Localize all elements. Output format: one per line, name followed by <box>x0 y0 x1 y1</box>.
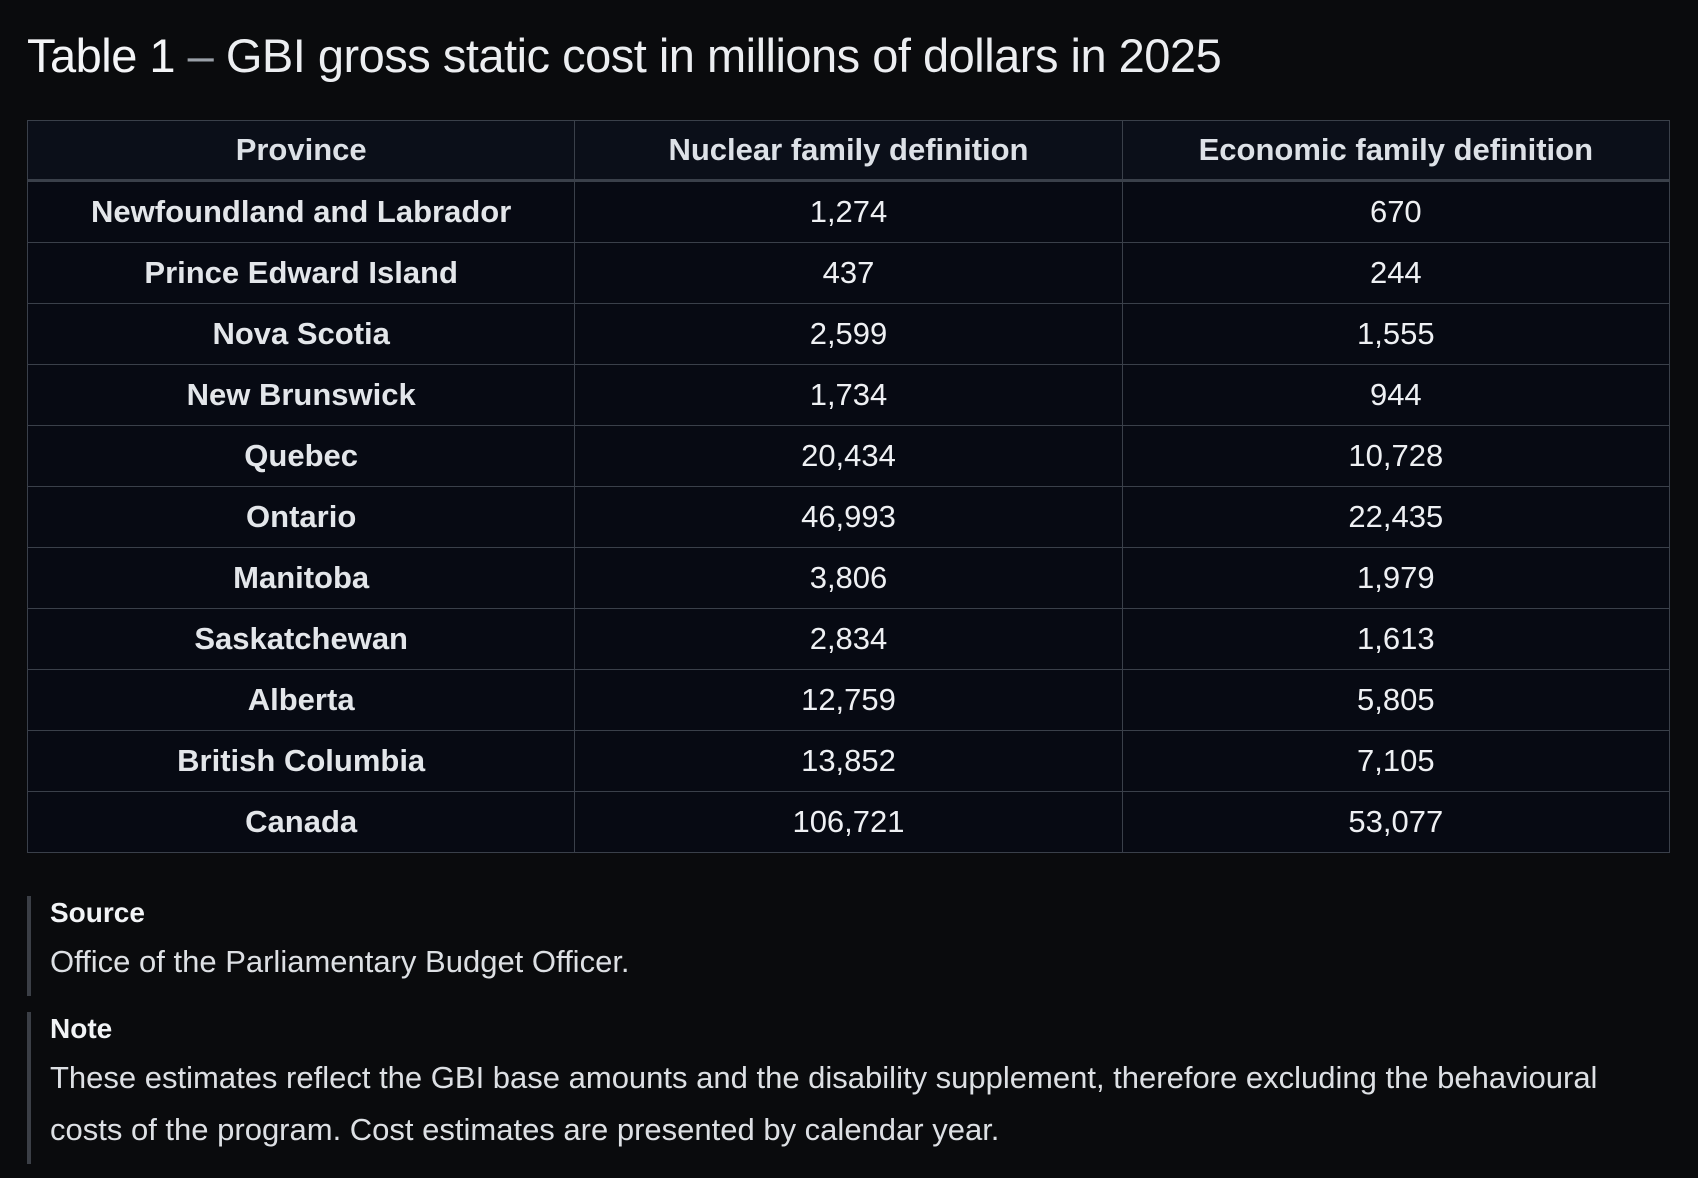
table-row: British Columbia 13,852 7,105 <box>26 730 1671 792</box>
note-text: These estimates reflect the GBI base amo… <box>50 1060 1598 1147</box>
table-caption: GBI gross static cost in millions of dol… <box>225 29 1222 82</box>
table-row: Ontario 46,993 22,435 <box>26 486 1671 548</box>
table-row: New Brunswick 1,734 944 <box>26 364 1671 426</box>
column-header-economic: Economic family definition <box>1121 120 1671 182</box>
nuclear-cell: 2,834 <box>574 608 1123 670</box>
economic-cell: 670 <box>1121 180 1671 243</box>
economic-cell: 10,728 <box>1121 425 1671 487</box>
table-row: Quebec 20,434 10,728 <box>26 425 1671 487</box>
economic-cell: 244 <box>1121 242 1671 304</box>
economic-cell: 1,979 <box>1121 547 1671 609</box>
column-header-nuclear: Nuclear family definition <box>574 120 1123 182</box>
table-row: Nova Scotia 2,599 1,555 <box>26 303 1671 365</box>
economic-cell: 22,435 <box>1121 486 1671 548</box>
header-row: Province Nuclear family definition Econo… <box>26 120 1671 182</box>
nuclear-cell: 1,734 <box>574 364 1123 426</box>
title-dash: – <box>175 29 226 82</box>
province-cell: New Brunswick <box>26 364 576 426</box>
province-cell: Saskatchewan <box>26 608 576 670</box>
province-cell: Prince Edward Island <box>26 242 576 304</box>
cost-table: Province Nuclear family definition Econo… <box>26 120 1671 853</box>
economic-cell: 5,805 <box>1121 669 1671 731</box>
province-cell: Ontario <box>26 486 576 548</box>
table-row: Prince Edward Island 437 244 <box>26 242 1671 304</box>
province-cell: Manitoba <box>26 547 576 609</box>
province-cell: Nova Scotia <box>26 303 576 365</box>
nuclear-cell: 437 <box>574 242 1123 304</box>
note-block: Note These estimates reflect the GBI bas… <box>27 1012 1670 1164</box>
note-label: Note <box>50 1013 113 1044</box>
nuclear-cell: 3,806 <box>574 547 1123 609</box>
table-row: Saskatchewan 2,834 1,613 <box>26 608 1671 670</box>
column-header-province: Province <box>26 120 576 182</box>
economic-cell: 1,613 <box>1121 608 1671 670</box>
economic-cell: 944 <box>1121 364 1671 426</box>
table-row-total: Canada 106,721 53,077 <box>26 791 1671 853</box>
table-row: Manitoba 3,806 1,979 <box>26 547 1671 609</box>
nuclear-cell: 106,721 <box>574 791 1123 853</box>
province-cell: Canada <box>26 791 576 853</box>
nuclear-cell: 46,993 <box>574 486 1123 548</box>
table-row: Alberta 12,759 5,805 <box>26 669 1671 731</box>
source-block: Source Office of the Parliamentary Budge… <box>27 896 1670 996</box>
economic-cell: 7,105 <box>1121 730 1671 792</box>
economic-cell: 1,555 <box>1121 303 1671 365</box>
province-cell: British Columbia <box>26 730 576 792</box>
table-title: Table 1 – GBI gross static cost in milli… <box>27 28 1222 83</box>
province-cell: Quebec <box>26 425 576 487</box>
nuclear-cell: 13,852 <box>574 730 1123 792</box>
nuclear-cell: 1,274 <box>574 180 1123 243</box>
source-label: Source <box>50 897 145 928</box>
economic-cell: 53,077 <box>1121 791 1671 853</box>
nuclear-cell: 2,599 <box>574 303 1123 365</box>
nuclear-cell: 20,434 <box>574 425 1123 487</box>
source-text: Office of the Parliamentary Budget Offic… <box>50 944 630 979</box>
table-row: Newfoundland and Labrador 1,274 670 <box>26 180 1671 243</box>
table-number: Table 1 <box>27 29 176 82</box>
province-cell: Alberta <box>26 669 576 731</box>
province-cell: Newfoundland and Labrador <box>26 180 576 243</box>
nuclear-cell: 12,759 <box>574 669 1123 731</box>
